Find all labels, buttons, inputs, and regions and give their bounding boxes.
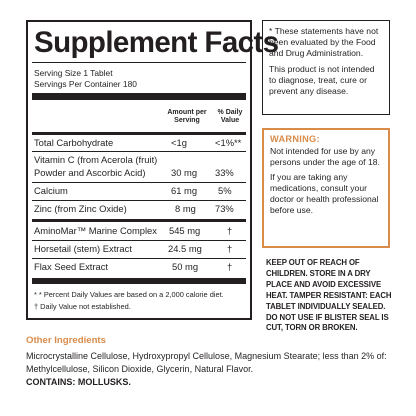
fda-disclaimer-box: * These statements have not been evaluat… bbox=[262, 20, 390, 115]
divider-thick bbox=[32, 278, 246, 284]
ingredient-amount: 24.5 mg bbox=[168, 243, 202, 254]
warning-medication-text: If you are taking any medications, consu… bbox=[270, 171, 379, 215]
nutrient-daily-value: 33% bbox=[215, 167, 234, 178]
ingredient-amount: 545 mg bbox=[169, 225, 201, 236]
storage-instructions: KEEP OUT OF REACH OF CHILDREN. STORE IN … bbox=[266, 258, 392, 333]
row-divider bbox=[32, 151, 246, 152]
fda-disclaimer-text: * These statements have not been evaluat… bbox=[269, 26, 379, 58]
column-header-amount: Amount per Serving bbox=[167, 109, 207, 125]
supplement-facts-panel: Supplement Facts Serving Size 1 Tablet S… bbox=[26, 20, 279, 320]
nutrient-amount: <1g bbox=[171, 137, 187, 148]
ingredient-name: Flax Seed Extract bbox=[34, 261, 108, 272]
nutrient-daily-value: 73% bbox=[215, 203, 234, 214]
footnote-daily-values: * * Percent Daily Values are based on a … bbox=[34, 290, 224, 299]
nutrient-name: Total Carbohydrate bbox=[34, 137, 114, 148]
not-intended-text: This product is not intended to diagnose… bbox=[269, 64, 375, 96]
ingredient-name: AminoMar™ Marine Complex bbox=[34, 225, 157, 236]
warning-age-text: Not intended for use by any persons unde… bbox=[270, 145, 380, 167]
divider-thick bbox=[32, 93, 246, 100]
row-divider bbox=[32, 240, 246, 241]
nutrient-amount: 8 mg bbox=[175, 203, 196, 214]
servings-per-container: Servings Per Container 180 bbox=[34, 79, 137, 89]
ingredient-name: Horsetail (stem) Extract bbox=[34, 243, 132, 254]
other-ingredients-text: Microcrystalline Cellulose, Hydroxypropy… bbox=[26, 351, 387, 375]
nutrient-name: Zinc (from Zinc Oxide) bbox=[34, 203, 127, 214]
divider bbox=[32, 219, 246, 222]
allergen-statement: CONTAINS: MOLLUSKS. bbox=[26, 377, 131, 388]
other-ingredients-block: Microcrystalline Cellulose, Hydroxypropy… bbox=[26, 350, 412, 389]
ingredient-daily-value: † bbox=[227, 225, 233, 236]
footnote-dagger: † Daily Value not established. bbox=[34, 302, 131, 311]
ingredient-daily-value: † bbox=[227, 261, 233, 272]
row-divider bbox=[32, 258, 246, 259]
serving-size: Serving Size 1 Tablet bbox=[34, 68, 113, 78]
ingredient-amount: 50 mg bbox=[172, 261, 199, 272]
divider bbox=[32, 132, 246, 135]
nutrient-daily-value: <1%** bbox=[215, 137, 242, 148]
row-divider bbox=[32, 182, 246, 183]
nutrient-name-line2: Powder and Ascorbic Acid) bbox=[34, 167, 146, 178]
row-divider bbox=[32, 200, 246, 201]
nutrient-name: Calcium bbox=[34, 185, 68, 196]
nutrient-amount: 61 mg bbox=[171, 185, 198, 196]
divider bbox=[32, 62, 246, 63]
other-ingredients-title: Other Ingredients bbox=[26, 335, 106, 346]
warning-box: WARNING: Not intended for use by any per… bbox=[262, 128, 390, 248]
column-header-daily-value: % Daily Value bbox=[217, 109, 243, 125]
warning-title: WARNING: bbox=[270, 134, 320, 144]
nutrient-daily-value: 5% bbox=[218, 185, 232, 196]
ingredient-daily-value: † bbox=[227, 243, 233, 254]
nutrient-amount: 30 mg bbox=[171, 167, 198, 178]
facts-title: Supplement Facts bbox=[34, 26, 279, 59]
nutrient-name: Vitamin C (from Acerola (fruit) bbox=[34, 154, 158, 165]
